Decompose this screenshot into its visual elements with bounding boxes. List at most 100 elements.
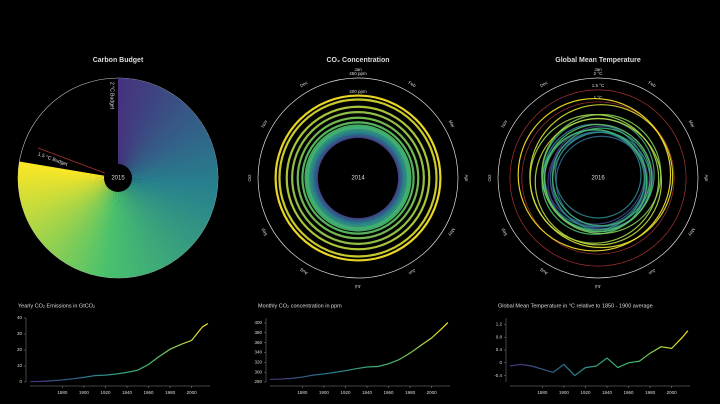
budget-slice <box>118 132 210 178</box>
budget-slice <box>118 175 218 180</box>
x-tick-label: 1900 <box>79 390 90 395</box>
budget-slice <box>118 109 194 178</box>
ring-label: 400 ppm <box>349 89 367 94</box>
month-label: Jan <box>354 67 362 72</box>
budget-slice <box>118 178 163 270</box>
month-label: Apr <box>704 174 709 182</box>
month-label: Feb <box>648 80 658 88</box>
y-tick-label: 280 <box>254 379 262 384</box>
ring-label: 2 °C <box>594 71 604 76</box>
month-label: Oct <box>247 174 252 182</box>
budget-slice <box>118 178 189 252</box>
month-label: Aug <box>539 267 549 276</box>
x-tick-label: 1960 <box>384 390 395 395</box>
budget-slice <box>118 128 208 178</box>
y-tick-label: 10 <box>17 363 23 368</box>
y-tick-label: 400 <box>254 320 262 325</box>
y-tick-label: 40 <box>17 315 23 320</box>
spiral-ring <box>311 131 405 225</box>
month-label: Apr <box>464 174 469 182</box>
budget-slice <box>31 178 118 233</box>
budget-slice <box>118 103 189 178</box>
budget-slice <box>118 178 167 268</box>
budget-slice <box>18 178 118 195</box>
budget-slice <box>23 178 118 215</box>
budget-slice <box>118 135 211 178</box>
budget-slice <box>21 178 118 211</box>
budget-slice <box>118 178 152 274</box>
budget-slice <box>118 143 214 178</box>
budget-slice <box>118 178 206 231</box>
month-label: Nov <box>260 118 269 128</box>
budget-slice <box>118 178 177 262</box>
month-label: Feb <box>408 80 418 88</box>
budget-slice <box>33 178 119 236</box>
month-label: Sep <box>260 227 269 237</box>
y-tick-label: 340 <box>254 350 262 355</box>
x-tick-label: 2000 <box>667 390 678 395</box>
budget-slice <box>40 178 118 246</box>
budget-slice <box>118 89 170 178</box>
budget-slice <box>118 178 140 277</box>
budget-slice <box>118 86 162 178</box>
budget-slice <box>118 178 186 255</box>
x-tick-label: 1960 <box>144 390 155 395</box>
x-tick-label: 1940 <box>122 390 133 395</box>
y-tick-label: 0.4 <box>496 347 503 352</box>
budget-slice <box>118 87 166 178</box>
budget-slice <box>19 178 119 199</box>
data-line <box>509 330 689 377</box>
budget-slice <box>118 178 200 241</box>
budget-slice <box>118 100 186 178</box>
budget-slice <box>38 178 118 243</box>
ring-tick <box>497 77 699 279</box>
budget-slice <box>18 178 118 187</box>
chart-title: CO₂ Concentration <box>327 57 390 64</box>
spiral-ring <box>304 124 412 232</box>
annotation: 2 °C Budget <box>109 82 115 110</box>
budget-slice <box>20 178 118 207</box>
x-tick-label: 1900 <box>559 390 570 395</box>
x-tick-label: 1920 <box>580 390 591 395</box>
spiral-ring <box>307 127 409 229</box>
chart-title: Carbon Budget <box>93 57 144 64</box>
budget-slice <box>118 178 174 264</box>
spiral-ring <box>274 94 442 262</box>
x-tick-label: 1940 <box>602 390 613 395</box>
y-tick-label: 380 <box>254 330 262 335</box>
spiral-ring <box>517 97 672 252</box>
budget-slice <box>118 106 192 178</box>
spiral-ring <box>309 129 407 227</box>
center-hole <box>104 164 132 192</box>
budget-slice <box>118 93 176 178</box>
spiral-ring <box>310 130 406 226</box>
y-tick-label: 30 <box>17 331 23 336</box>
budget-slice <box>51 178 118 257</box>
budget-slice <box>58 178 118 262</box>
budget-slice <box>61 178 118 264</box>
ring-label: 450 ppm <box>349 71 367 76</box>
spiral-ring <box>291 111 425 245</box>
ring-label: 1 °C <box>594 95 604 100</box>
budget-slice <box>118 125 206 178</box>
x-tick-label: 1920 <box>100 390 111 395</box>
center-hole <box>584 164 612 192</box>
budget-slice <box>118 178 144 276</box>
y-tick-label: 320 <box>254 359 262 364</box>
x-tick-label: 1920 <box>340 390 351 395</box>
chart-title: Global Mean Temperature <box>555 57 641 64</box>
budget-slice <box>118 178 204 234</box>
month-label: Mar <box>688 119 696 129</box>
month-label: Jan <box>594 67 602 72</box>
ring-tick <box>257 77 459 279</box>
x-tick-label: 2000 <box>187 390 198 395</box>
budget-slice <box>118 159 217 178</box>
y-tick-label: 1.2 <box>496 322 503 327</box>
budget-slice <box>35 178 118 239</box>
budget-slice <box>118 121 204 178</box>
budget-slice <box>118 178 128 278</box>
budget-slice <box>18 177 118 183</box>
budget-slice <box>43 178 118 249</box>
budget-slice <box>118 178 180 260</box>
